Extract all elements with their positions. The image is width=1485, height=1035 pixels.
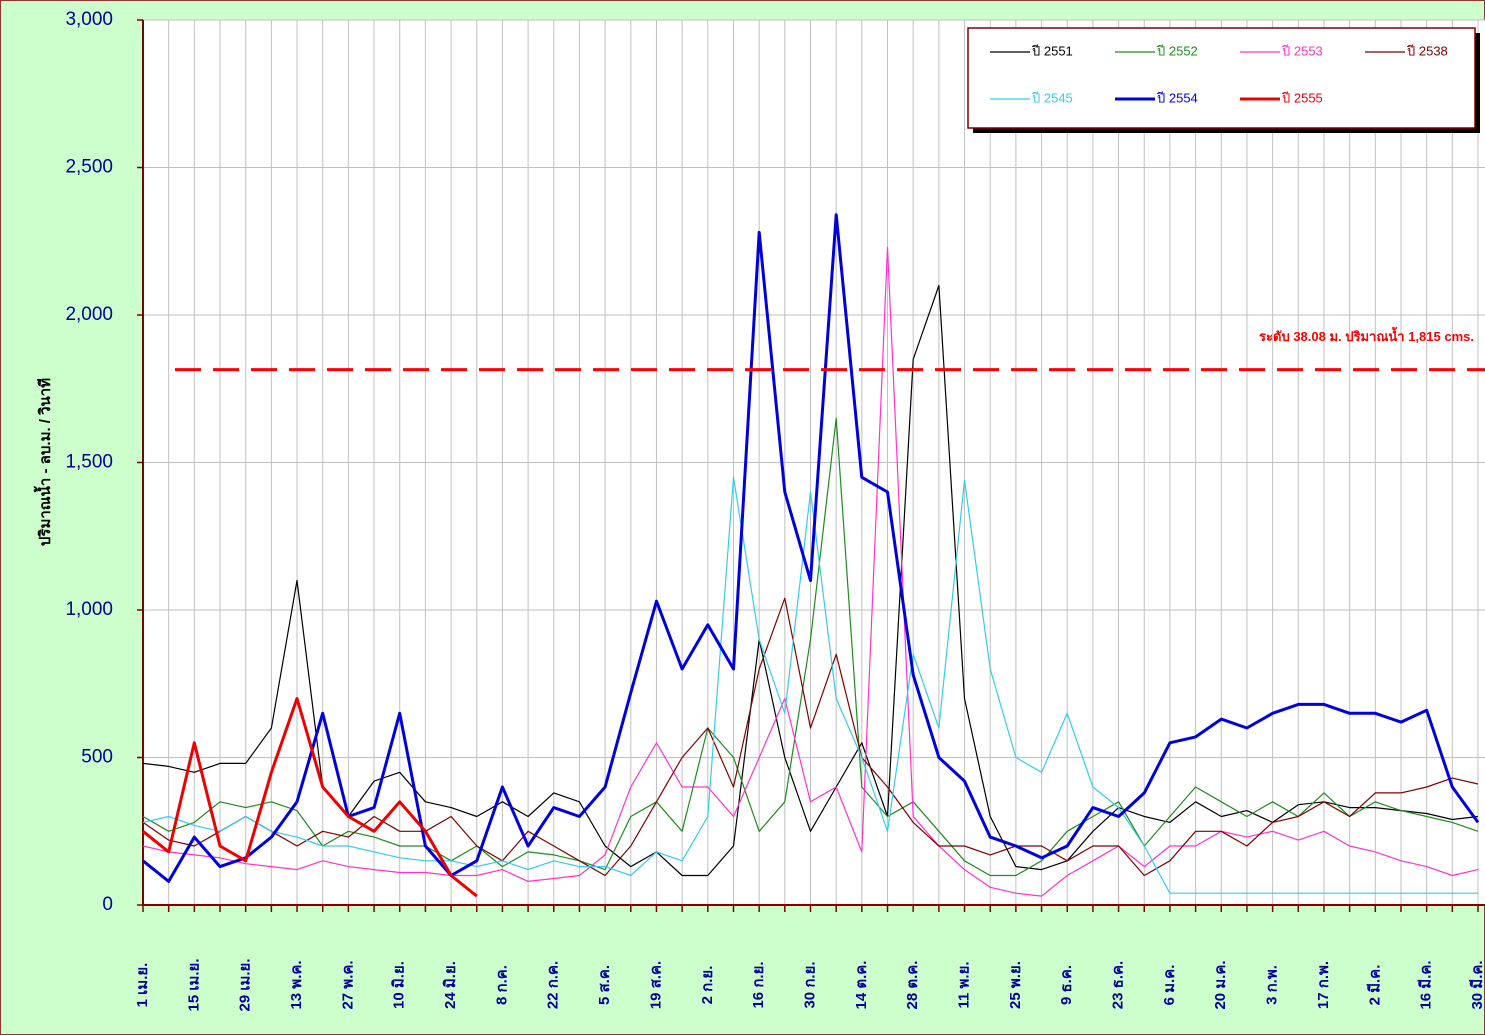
- series-line: [142, 476, 1478, 894]
- legend-box: [967, 27, 1476, 129]
- legend-label: ปี 2555: [1281, 90, 1323, 105]
- legend-label: ปี 2538: [1406, 43, 1448, 58]
- series-line: [142, 284, 1479, 877]
- legend-label: ปี 2552: [1156, 43, 1198, 58]
- x-tick-label: 16 ก.ย.: [750, 961, 767, 1008]
- x-tick-label: 29 เม.ย.: [237, 959, 254, 1012]
- y-tick-label: 3,000: [65, 9, 113, 30]
- legend-label: ปี 2545: [1031, 90, 1073, 105]
- x-tick-label: 16 มี.ค.: [1418, 960, 1435, 1009]
- x-tick-label: 9 ธ.ค.: [1058, 965, 1075, 1005]
- x-tick-label: 23 ธ.ค.: [1110, 961, 1127, 1009]
- legend-label: ปี 2554: [1156, 90, 1198, 105]
- x-tick-label: 25 พ.ย.: [1007, 961, 1024, 1009]
- x-tick-label: 2 มี.ค.: [1366, 965, 1383, 1006]
- series-line: [142, 697, 478, 898]
- legend-label: ปี 2551: [1031, 43, 1073, 58]
- y-tick-label: 1,500: [65, 452, 113, 473]
- legend-label: ปี 2553: [1281, 43, 1323, 58]
- x-tick-label: 10 มิ.ย.: [390, 961, 408, 1009]
- x-tick-label: 20 ม.ค.: [1212, 960, 1229, 1009]
- y-axis-label: ปริมาณน้ำ - ลบ.ม. / วินาที: [33, 378, 54, 546]
- x-tick-label: 5 ส.ค.: [596, 965, 613, 1005]
- x-tick-label: 15 เม.ย.: [185, 959, 202, 1012]
- x-tick-label: 8 ก.ค.: [493, 965, 510, 1005]
- y-tick-label: 2,500: [65, 157, 113, 178]
- x-tick-label: 27 พ.ค.: [339, 960, 356, 1009]
- x-tick-label: 3 ก.พ.: [1264, 965, 1281, 1005]
- series-line: [142, 213, 1480, 883]
- x-tick-label: 28 ต.ค.: [904, 961, 921, 1010]
- x-tick-label: 1 เม.ย.: [134, 963, 151, 1008]
- y-tick-label: 2,000: [65, 304, 113, 325]
- series-line: [142, 417, 1479, 877]
- x-tick-label: 30 ก.ย.: [801, 961, 818, 1008]
- x-tick-label: 24 มิ.ย.: [441, 961, 459, 1009]
- x-tick-label: 19 ส.ค.: [647, 961, 664, 1009]
- series-line: [142, 246, 1479, 897]
- reference-label: ระดับ 38.08 ม. ปริมาณน้ำ 1,815 cms.: [1259, 326, 1474, 344]
- x-tick-label: 14 ต.ค.: [853, 961, 870, 1010]
- x-tick-label: 17 ก.พ.: [1315, 961, 1332, 1009]
- x-tick-label: 22 ก.ค.: [545, 961, 562, 1009]
- y-tick-label: 500: [81, 747, 113, 768]
- x-tick-label: 2 ก.ย.: [699, 966, 716, 1005]
- series-line: [142, 597, 1479, 877]
- x-tick-label: 6 ม.ค.: [1161, 965, 1178, 1006]
- x-tick-label: 30 มี.ค.: [1469, 960, 1485, 1009]
- y-tick-label: 1,000: [65, 599, 113, 620]
- y-tick-label: 0: [102, 894, 113, 915]
- x-tick-label: 13 พ.ค.: [288, 960, 305, 1009]
- x-tick-label: 11 พ.ย.: [956, 961, 973, 1008]
